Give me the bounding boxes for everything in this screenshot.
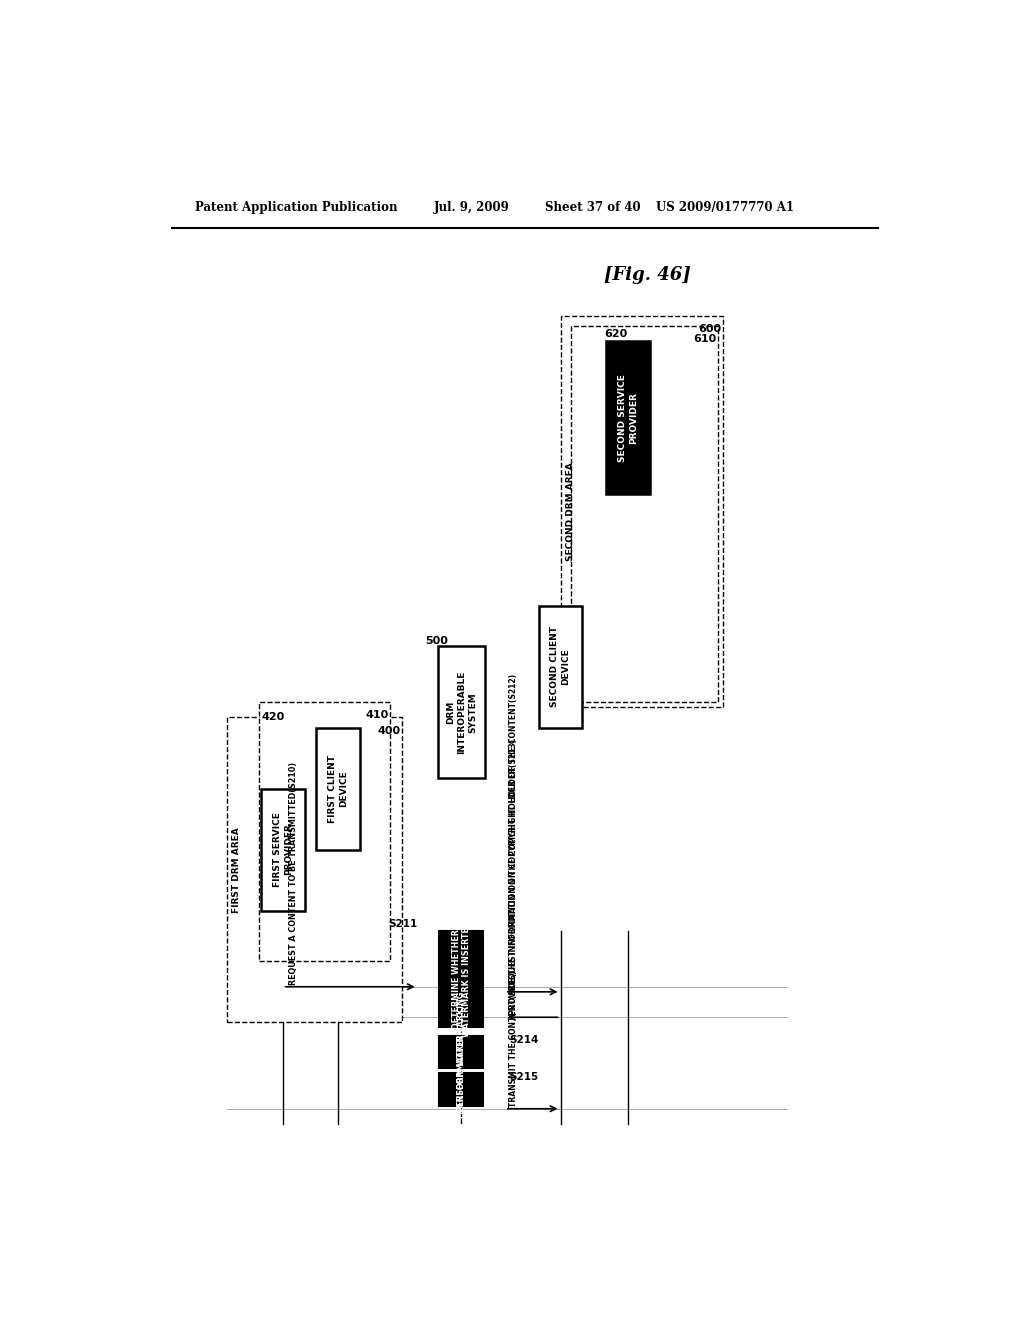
- Text: FIRST DRM AREA: FIRST DRM AREA: [232, 828, 242, 912]
- Text: FIRST SERVICE
PROVIDER: FIRST SERVICE PROVIDER: [272, 812, 293, 887]
- Text: 610: 610: [693, 334, 716, 345]
- Text: 600: 600: [698, 325, 722, 334]
- Bar: [261, 788, 304, 911]
- Text: PERFORM WATERMARKING: PERFORM WATERMARKING: [457, 991, 466, 1111]
- Text: FIRST CLIENT
DEVICE: FIRST CLIENT DEVICE: [329, 755, 348, 822]
- Text: SECOND SERVICE
PROVIDER: SECOND SERVICE PROVIDER: [617, 374, 638, 462]
- Bar: [316, 727, 360, 850]
- Text: REQUEST A CONTENT TO BE TRANSMITTED(S210): REQUEST A CONTENT TO BE TRANSMITTED(S210…: [289, 762, 298, 985]
- Bar: [437, 647, 485, 779]
- Text: 500: 500: [426, 636, 449, 645]
- Bar: [606, 342, 650, 494]
- Text: DETERMINE WHETHER
WATERMARK IS INSERTED: DETERMINE WHETHER WATERMARK IS INSERTED: [452, 921, 471, 1038]
- Text: SECOND DRM AREA: SECOND DRM AREA: [565, 462, 574, 561]
- Text: [Fig. 46]: [Fig. 46]: [604, 267, 691, 284]
- Bar: [259, 702, 390, 961]
- Bar: [439, 1073, 483, 1106]
- Text: Sheet 37 of 40: Sheet 37 of 40: [545, 201, 640, 214]
- Bar: [539, 606, 583, 727]
- Text: 400: 400: [377, 726, 400, 735]
- Bar: [439, 931, 483, 1027]
- Text: S215: S215: [510, 1072, 539, 1082]
- Text: 420: 420: [261, 713, 285, 722]
- Text: SECOND CLIENT
DEVICE: SECOND CLIENT DEVICE: [551, 626, 570, 708]
- Text: 620: 620: [604, 329, 628, 339]
- Text: S211: S211: [388, 919, 418, 929]
- Text: Jul. 9, 2009: Jul. 9, 2009: [433, 201, 509, 214]
- Text: S214: S214: [510, 1035, 539, 1044]
- Text: PROVIDE THE INFORMATION ON THE COPYRIGHT HOLDER(S213): PROVIDE THE INFORMATION ON THE COPYRIGHT…: [509, 739, 518, 1015]
- Text: US 2009/0177770 A1: US 2009/0177770 A1: [655, 201, 794, 214]
- Text: 410: 410: [365, 710, 388, 721]
- Text: TRANSMIT THE CONTENT(S216): TRANSMIT THE CONTENT(S216): [509, 970, 518, 1106]
- Bar: [560, 315, 723, 708]
- Bar: [570, 326, 718, 702]
- Text: DRM
INTEROPERABLE
SYSTEM: DRM INTEROPERABLE SYSTEM: [445, 671, 477, 754]
- Text: Patent Application Publication: Patent Application Publication: [196, 201, 398, 214]
- Bar: [439, 1036, 483, 1068]
- Text: REQUEST INFORMATION ON COPYRIGHT HOLDER OF THE CONTENT(S212): REQUEST INFORMATION ON COPYRIGHT HOLDER …: [509, 673, 518, 990]
- Text: DRM TRANSFORMATION: DRM TRANSFORMATION: [457, 1035, 466, 1143]
- Bar: [227, 718, 401, 1023]
